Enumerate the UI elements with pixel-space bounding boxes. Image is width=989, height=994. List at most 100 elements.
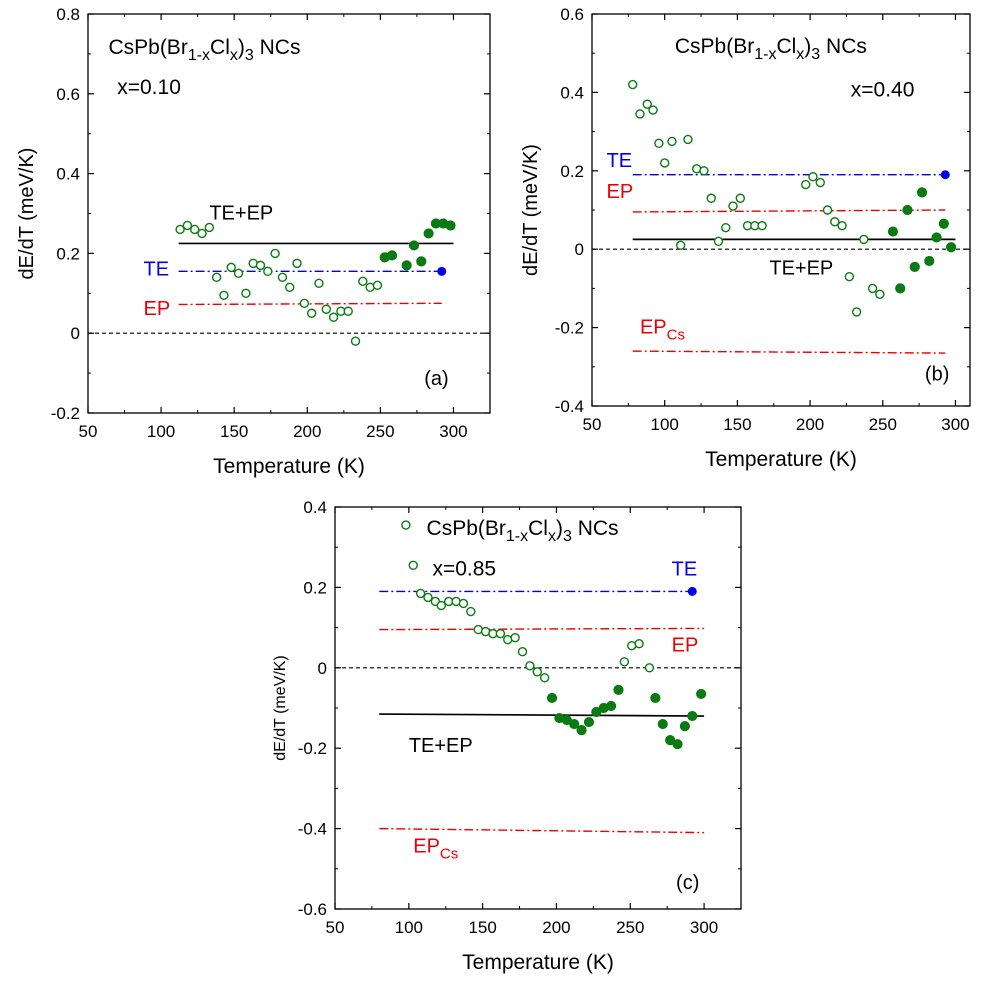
data-point-open (285, 282, 295, 293)
data-point-open (706, 193, 716, 203)
data-point-open (292, 258, 302, 269)
y-tick-label: 0.6 (560, 5, 584, 24)
data-point-open (270, 248, 280, 259)
data-point-filled (613, 684, 624, 696)
x-tick-label: 50 (326, 918, 345, 937)
line-label-te: TE (672, 558, 698, 580)
x-axis-label: Temperature (K) (462, 951, 614, 974)
data-point-open (358, 276, 368, 287)
line-label-subscript: Cs (667, 326, 685, 343)
data-point-open (808, 171, 818, 182)
y-tick-label: 0.8 (56, 5, 80, 24)
y-tick-label: -0.2 (555, 319, 584, 338)
x-axis-label: Temperature (K) (213, 455, 365, 478)
data-point-filled (924, 255, 935, 267)
data-point-filled (576, 725, 587, 736)
line-label-text: TE+EP (209, 202, 273, 224)
data-point-open (226, 262, 236, 273)
title-part: (Br (726, 35, 754, 58)
data-point-open (851, 307, 862, 317)
data-point-open (713, 236, 724, 247)
x-tick-label: 300 (941, 415, 969, 434)
data-point-open (197, 228, 207, 239)
line-label-subscript: Cs (440, 846, 458, 863)
y-axis-label: dE/dT (meV/K) (520, 144, 542, 276)
line-label-te-ep: TE+EP (209, 202, 273, 224)
line-label-te-ep: TE+EP (409, 735, 473, 757)
data-point-filled (401, 260, 412, 271)
line-label-te-ep: TE+EP (769, 258, 833, 280)
panel-label: (b) (925, 364, 949, 386)
data-point-open (299, 298, 310, 308)
data-point-open (830, 217, 840, 227)
y-tick-label: 0.2 (56, 244, 80, 263)
data-point-filled (569, 718, 580, 730)
data-point-open (532, 667, 542, 677)
x-tick-label: 200 (796, 415, 824, 434)
line-label-ep-cs: EPCs (413, 836, 458, 863)
title-prefix: CsPb (427, 517, 478, 540)
data-point-open (867, 283, 878, 294)
data-point-open (699, 166, 709, 176)
x-tick-label: 300 (690, 918, 718, 937)
data-point-open (654, 138, 664, 149)
title-part: Cl (210, 36, 230, 59)
x-tick-label: 50 (583, 415, 602, 434)
data-point-open (211, 272, 222, 283)
data-point-filled (938, 218, 949, 229)
y-tick-label: -0.4 (555, 397, 584, 416)
data-point-open (875, 289, 885, 299)
y-tick-label: 0.4 (560, 83, 584, 102)
title-part: ) (804, 35, 811, 58)
data-point-open (241, 288, 251, 298)
data-point-open (642, 99, 652, 109)
line-te-ep (379, 713, 705, 717)
y-tick-label: 0.2 (303, 578, 327, 597)
data-point-filled (408, 240, 420, 251)
y-tick-label: -0.2 (51, 404, 80, 423)
data-point-filled (445, 220, 456, 231)
data-point-open (619, 657, 630, 667)
data-point-open (423, 592, 433, 603)
title-part: ) (556, 517, 563, 540)
line-ep (178, 302, 442, 306)
y-tick-label: -0.4 (298, 820, 327, 839)
data-point-open (757, 220, 767, 231)
data-point-open (659, 158, 670, 168)
composition-label: x=0.10 (117, 76, 181, 99)
data-point-open (539, 673, 550, 683)
data-point-filled (416, 256, 427, 267)
title-subscript: x (230, 47, 238, 64)
title-part: (Br (478, 517, 506, 540)
x-tick-label: 300 (439, 422, 467, 441)
data-point-filled (909, 261, 920, 272)
y-axis-label: dE/dT (meV/K) (272, 655, 289, 761)
title-part: Cl (776, 35, 796, 58)
line-label-ep-cs: EPCs (640, 316, 685, 343)
y-tick-label: -0.6 (298, 900, 327, 919)
data-point-open (495, 628, 506, 639)
title-prefix: CsPb (675, 35, 726, 58)
data-point-open (510, 632, 520, 643)
x-tick-label: 250 (616, 918, 644, 937)
y-tick-label: 0 (575, 240, 584, 259)
line-ep-cs (632, 350, 946, 354)
data-point-open (466, 606, 476, 617)
line-label-text: TE (672, 558, 698, 580)
data-point-filled (423, 228, 434, 239)
y-tick-label: -0.2 (298, 739, 327, 758)
data-point-open (859, 234, 869, 245)
data-point-open (683, 134, 693, 145)
data-point-filled (657, 718, 668, 730)
title-prefix: CsPb (108, 36, 159, 59)
x-tick-label: 150 (723, 415, 751, 434)
data-point-open (328, 312, 339, 322)
line-ep (379, 627, 705, 631)
data-point-open (401, 520, 411, 530)
data-point-open (648, 105, 658, 115)
title-subscript: 1-x (188, 47, 210, 64)
line-ep-cs (379, 827, 705, 834)
data-point-open (372, 280, 383, 291)
x-tick-label: 150 (220, 422, 248, 441)
data-point-open (175, 224, 185, 235)
